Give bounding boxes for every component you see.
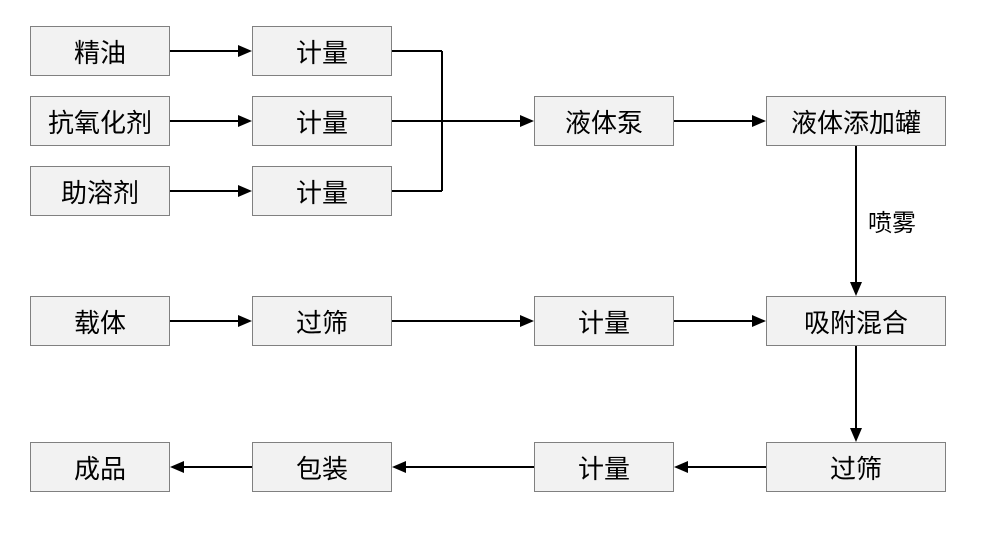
flow-node-r3c2: 计量 <box>252 166 392 216</box>
flow-node-label: 液体添加罐 <box>791 103 921 140</box>
flow-node-r5c1: 成品 <box>30 442 170 492</box>
flow-node-r1c1: 精油 <box>30 26 170 76</box>
flow-node-label: 载体 <box>74 303 126 340</box>
flow-node-label: 计量 <box>296 173 348 210</box>
flow-node-r3c1: 助溶剂 <box>30 166 170 216</box>
flow-node-r4c2: 过筛 <box>252 296 392 346</box>
flow-node-label: 过筛 <box>830 449 882 486</box>
flow-node-label: 抗氧化剂 <box>48 103 152 140</box>
flow-node-label: 吸附混合 <box>804 303 908 340</box>
flow-node-r4c3: 计量 <box>534 296 674 346</box>
flow-node-label: 包装 <box>296 449 348 486</box>
flow-node-label: 计量 <box>578 449 630 486</box>
flow-node-label: 计量 <box>578 303 630 340</box>
flow-node-label: 助溶剂 <box>61 173 139 210</box>
flow-node-r1c2: 计量 <box>252 26 392 76</box>
flow-node-label: 计量 <box>296 33 348 70</box>
flow-node-r2c1: 抗氧化剂 <box>30 96 170 146</box>
flow-node-r5c3: 计量 <box>534 442 674 492</box>
flow-node-label: 过筛 <box>296 303 348 340</box>
flow-node-label: 成品 <box>74 449 126 486</box>
flow-node-label: 计量 <box>296 103 348 140</box>
flow-node-r4c1: 载体 <box>30 296 170 346</box>
flow-node-r4c4: 吸附混合 <box>766 296 946 346</box>
flow-node-r2c3: 液体泵 <box>534 96 674 146</box>
edge-label: 喷雾 <box>868 203 916 238</box>
flowchart-canvas: 精油计量抗氧化剂计量液体泵液体添加罐助溶剂计量载体过筛计量吸附混合成品包装计量过… <box>0 0 1000 545</box>
flow-node-r2c4: 液体添加罐 <box>766 96 946 146</box>
flow-node-label: 液体泵 <box>565 103 643 140</box>
flow-node-label: 精油 <box>74 33 126 70</box>
flow-node-r5c4: 过筛 <box>766 442 946 492</box>
flow-node-r5c2: 包装 <box>252 442 392 492</box>
flow-node-r2c2: 计量 <box>252 96 392 146</box>
